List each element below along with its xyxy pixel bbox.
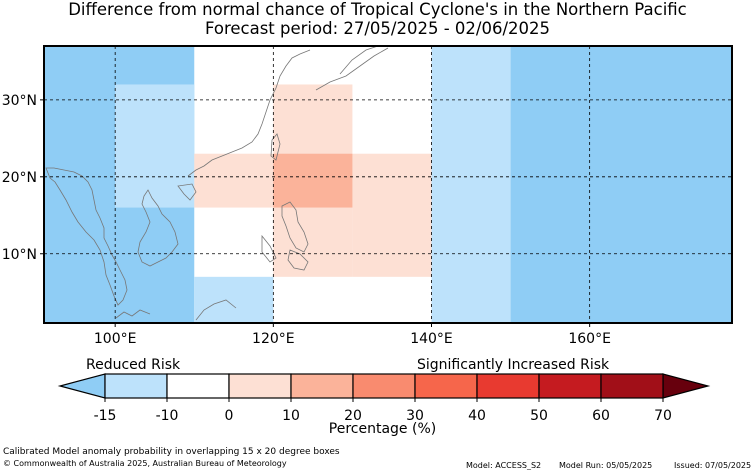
risk-boxes: [44, 46, 732, 323]
colorbar-tick-label: 50: [530, 408, 548, 424]
risk-box-7: [352, 153, 432, 277]
risk-box-3: [431, 46, 511, 323]
risk-box-2: [194, 276, 274, 323]
copyright: © Commonwealth of Australia 2025, Austra…: [3, 459, 287, 468]
colorbar: -15 -10 0 10 20 30 40 50 60 70: [57, 373, 711, 424]
longitude-labels: 100°E 120°E 140°E 160°E: [94, 323, 611, 347]
colorbar-swatch-6: [476, 373, 540, 399]
colorbar-tick-label: 30: [406, 408, 424, 424]
colorbar-tick-label: 60: [592, 408, 610, 424]
forecast-period: Forecast period: 27/05/2025 - 02/06/2025: [204, 19, 551, 38]
footnote: Calibrated Model anomaly probability in …: [3, 447, 340, 457]
lon-tick-label: 160°E: [568, 331, 611, 347]
coastlines: [45, 46, 389, 321]
lat-tick-label: 20°N: [2, 170, 37, 186]
risk-box-4: [510, 46, 732, 323]
increased-risk-label: Significantly Increased Risk: [417, 357, 610, 373]
colorbar-swatch-5: [414, 373, 478, 399]
colorbar-swatch-8: [600, 373, 664, 399]
map-title: Difference from normal chance of Tropica…: [68, 0, 687, 19]
reduced-risk-label: Reduced Risk: [86, 357, 181, 373]
colorbar-tick-label: 70: [654, 408, 672, 424]
colorbar-tick-label: 20: [344, 408, 362, 424]
colorbar-tick-label: 10: [282, 408, 300, 424]
colorbar-swatch-3: [290, 373, 354, 399]
model-name: Model: ACCESS_S2: [466, 461, 542, 470]
issued-date: Issued: 07/05/2025: [674, 461, 752, 470]
colorbar-swatch-0: [104, 373, 168, 399]
colorbar-swatch-7: [538, 373, 602, 399]
lon-tick-label: 140°E: [410, 331, 453, 347]
lon-tick-label: 100°E: [94, 331, 137, 347]
colorbar-tick-label: 0: [225, 408, 234, 424]
risk-box-9: [273, 153, 353, 208]
colorbar-tick-label: -10: [156, 408, 179, 424]
lat-tick-label: 30°N: [2, 93, 37, 109]
latitude-labels: 30°N 20°N 10°N: [2, 93, 44, 263]
risk-box-6: [194, 153, 274, 208]
risk-box-8: [273, 207, 353, 277]
colorbar-axis-label: Percentage (%): [328, 421, 437, 437]
risk-box-1: [115, 84, 195, 208]
lat-tick-label: 10°N: [2, 247, 37, 263]
graticule: [44, 46, 732, 323]
lon-tick-label: 120°E: [252, 331, 295, 347]
model-run: Model Run: 05/05/2025: [559, 461, 653, 470]
colorbar-swatch-1: [166, 373, 230, 399]
colorbar-swatch-2: [228, 373, 292, 399]
colorbar-tick-label: -15: [94, 408, 117, 424]
map-frame: [43, 45, 733, 324]
colorbar-under-arrow: [57, 373, 106, 399]
colorbar-swatch-4: [352, 373, 416, 399]
colorbar-over-arrow: [662, 373, 711, 399]
colorbar-tick-label: 40: [468, 408, 486, 424]
